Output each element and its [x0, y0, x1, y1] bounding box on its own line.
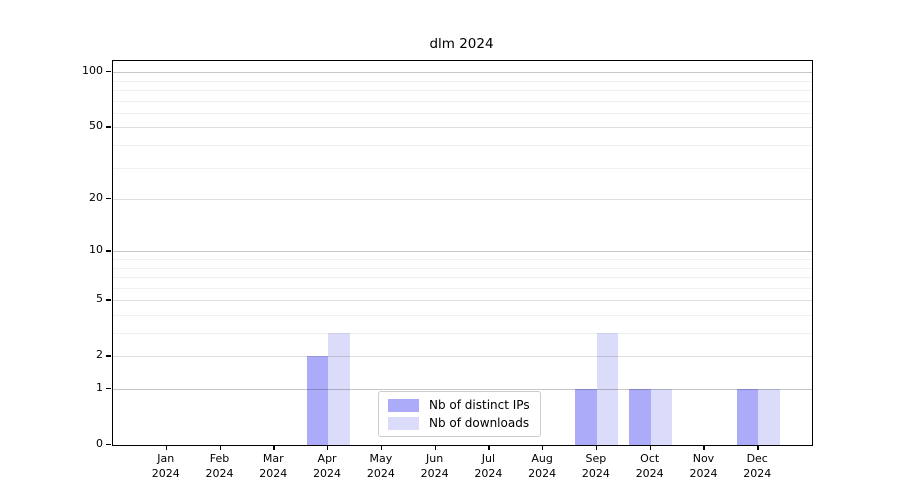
gridline-y-10 — [113, 251, 812, 253]
gridline-y-60 — [113, 112, 812, 114]
x-tick-label-aug: Aug 2024 — [528, 452, 557, 480]
x-tick-mark-sep — [595, 445, 598, 450]
y-tick-mark-100 — [106, 71, 111, 73]
x-tick-mark-jul — [488, 445, 490, 450]
gridline-y-70 — [113, 100, 812, 102]
legend-label-distinct-ips: Nb of distinct IPs — [429, 398, 530, 412]
y-tick-label-5: 5 — [96, 292, 103, 306]
x-tick-label-jan: Jan 2024 — [151, 452, 180, 480]
y-tick-label-2: 2 — [96, 348, 103, 362]
y-tick-label-20: 20 — [89, 191, 103, 205]
gridline-y-2 — [113, 356, 812, 358]
bar-dec-downloads — [758, 389, 780, 445]
x-tick-label-nov: Nov 2024 — [689, 452, 718, 480]
x-tick-mark-dec — [757, 445, 759, 450]
x-tick-mark-nov — [703, 445, 705, 450]
y-tick-mark-1 — [106, 388, 111, 390]
x-tick-label-jul: Jul 2024 — [474, 452, 503, 480]
gridline-y-20 — [113, 199, 812, 201]
x-tick-mark-apr — [327, 445, 329, 450]
gridline-y-80 — [113, 90, 812, 92]
gridline-y-8 — [113, 267, 812, 269]
bar-apr-distinct-ips — [306, 356, 329, 445]
gridline-y-4 — [113, 314, 812, 316]
bar-sep-downloads — [596, 333, 619, 445]
gridline-y-7 — [113, 277, 812, 279]
gridline-y-9 — [113, 259, 812, 260]
gridline-y-30 — [113, 167, 812, 169]
y-tick-label-100: 100 — [82, 64, 103, 78]
gridline-y-100 — [113, 72, 812, 74]
bar-oct-distinct-ips — [629, 389, 651, 445]
bar-apr-downloads — [328, 333, 350, 445]
x-tick-label-feb: Feb 2024 — [205, 452, 234, 480]
legend-swatch-downloads — [388, 416, 419, 430]
y-tick-mark-50 — [106, 126, 111, 128]
x-tick-mark-oct — [649, 445, 651, 450]
gridline-y-1 — [113, 389, 812, 390]
y-tick-mark-2 — [106, 355, 111, 357]
gridline-y-6 — [113, 287, 812, 289]
y-tick-mark-20 — [106, 198, 111, 200]
legend-label-downloads: Nb of downloads — [429, 416, 530, 430]
x-tick-mark-may — [380, 445, 383, 450]
gridline-y-50 — [113, 127, 812, 129]
x-tick-label-jun: Jun 2024 — [420, 452, 449, 480]
x-tick-label-may: May 2024 — [366, 452, 395, 480]
x-tick-mark-jan — [165, 445, 168, 450]
y-tick-mark-0 — [106, 444, 111, 446]
x-tick-mark-jun — [434, 445, 436, 450]
x-tick-mark-mar — [273, 445, 275, 450]
legend-item-distinct-ips: Nb of distinct IPs — [388, 398, 530, 412]
legend: Nb of distinct IPs Nb of downloads — [378, 391, 541, 437]
legend-item-downloads: Nb of downloads — [388, 416, 530, 430]
x-tick-label-apr: Apr 2024 — [313, 452, 342, 480]
legend-swatch-distinct-ips — [388, 398, 419, 412]
x-tick-mark-feb — [219, 445, 221, 450]
bar-dec-distinct-ips — [736, 389, 759, 445]
plot-area — [112, 60, 813, 446]
y-tick-label-10: 10 — [89, 243, 103, 257]
y-tick-mark-10 — [106, 250, 111, 252]
gridline-y-40 — [113, 145, 812, 147]
bar-sep-distinct-ips — [575, 389, 597, 445]
x-tick-mark-aug — [542, 445, 544, 450]
x-tick-label-sep: Sep 2024 — [581, 452, 610, 480]
gridline-y-3 — [113, 333, 812, 335]
gridline-y-90 — [113, 80, 812, 82]
x-tick-label-dec: Dec 2024 — [743, 452, 772, 480]
chart-title: dlm 2024 — [429, 36, 494, 52]
x-tick-label-oct: Oct 2024 — [635, 452, 664, 480]
bar-oct-downloads — [650, 389, 673, 445]
y-tick-label-50: 50 — [89, 119, 103, 133]
y-tick-mark-5 — [106, 299, 111, 301]
x-tick-label-mar: Mar 2024 — [259, 452, 288, 480]
y-tick-label-0: 0 — [96, 437, 103, 450]
y-tick-label-1: 1 — [96, 381, 103, 394]
gridline-y-5 — [113, 300, 812, 302]
